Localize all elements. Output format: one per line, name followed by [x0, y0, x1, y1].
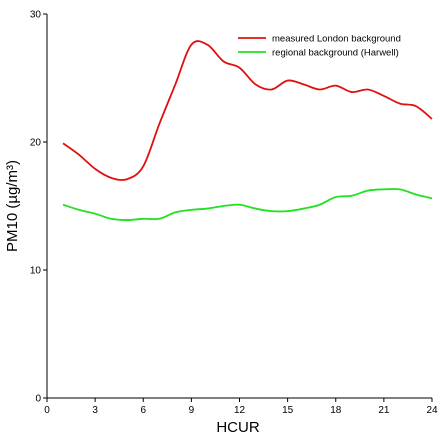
- x-tick-label: 12: [234, 405, 246, 416]
- legend-label-1: measured London background: [272, 34, 401, 45]
- x-tick-label: 24: [426, 405, 438, 416]
- x-tick-label: 18: [330, 405, 342, 416]
- x-tick-label: 3: [92, 405, 98, 416]
- axes: 0 3 6 9 12 15 18 21 24 0 10 20 30: [30, 10, 438, 417]
- series-layer: [62, 40, 433, 221]
- x-axis-title: HCUR: [216, 419, 259, 436]
- y-tick-label: 10: [30, 266, 42, 277]
- x-tick-label: 0: [44, 405, 50, 416]
- x-tick-label: 21: [378, 405, 390, 416]
- x-tick-label: 15: [282, 405, 294, 416]
- y-tick-label: 0: [35, 394, 41, 405]
- legend-label-2: regional background (Harwell): [272, 48, 399, 59]
- y-tick-label: 30: [30, 10, 42, 21]
- y-axis-title: PM10 (µg/m³): [4, 160, 21, 252]
- y-tick-label: 20: [30, 138, 42, 149]
- x-tick-label: 9: [189, 405, 195, 416]
- series-line-1: [62, 40, 433, 181]
- legend: measured London background regional backg…: [238, 34, 401, 59]
- series-line-2: [62, 188, 433, 221]
- x-tick-label: 6: [140, 405, 146, 416]
